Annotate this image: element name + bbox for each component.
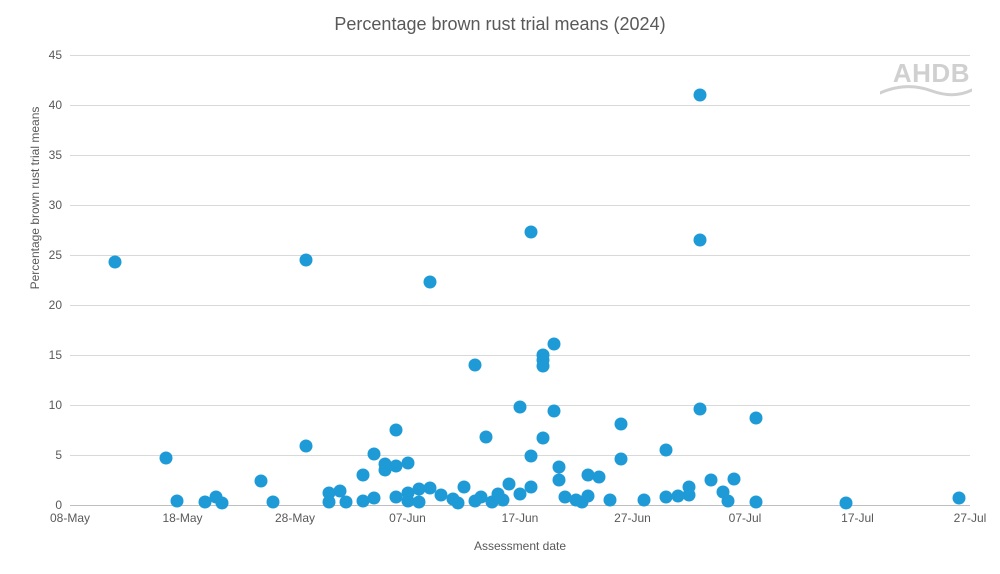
data-point (452, 497, 465, 510)
data-point (536, 360, 549, 373)
chart-container: Percentage brown rust trial means (2024)… (0, 0, 1000, 574)
data-point (615, 418, 628, 431)
data-point (159, 452, 172, 465)
gridline (70, 55, 970, 56)
data-point (615, 453, 628, 466)
y-tick-label: 5 (55, 448, 70, 462)
data-point (553, 461, 566, 474)
x-tick-label: 18-May (162, 505, 202, 525)
data-point (339, 496, 352, 509)
y-tick-label: 45 (49, 48, 70, 62)
y-tick-label: 35 (49, 148, 70, 162)
data-point (694, 403, 707, 416)
x-tick-label: 28-May (275, 505, 315, 525)
data-point (215, 497, 228, 510)
data-point (300, 254, 313, 267)
data-point (497, 494, 510, 507)
x-tick-label: 17-Jun (502, 505, 539, 525)
data-point (682, 489, 695, 502)
gridline (70, 105, 970, 106)
data-point (457, 481, 470, 494)
data-point (705, 474, 718, 487)
data-point (480, 431, 493, 444)
data-point (536, 432, 549, 445)
watermark-swoosh-icon (880, 84, 972, 98)
data-point (637, 494, 650, 507)
gridline (70, 255, 970, 256)
data-point (356, 469, 369, 482)
x-tick-label: 08-May (50, 505, 90, 525)
data-point (604, 494, 617, 507)
data-point (750, 412, 763, 425)
data-point (694, 234, 707, 247)
data-point (412, 496, 425, 509)
data-point (170, 495, 183, 508)
y-tick-label: 15 (49, 348, 70, 362)
data-point (424, 276, 437, 289)
data-point (525, 226, 538, 239)
y-tick-label: 40 (49, 98, 70, 112)
data-point (367, 448, 380, 461)
y-tick-label: 20 (49, 298, 70, 312)
data-point (581, 490, 594, 503)
data-point (300, 440, 313, 453)
data-point (660, 444, 673, 457)
data-point (469, 359, 482, 372)
data-point (952, 492, 965, 505)
data-point (525, 450, 538, 463)
data-point (525, 481, 538, 494)
gridline (70, 205, 970, 206)
data-point (694, 89, 707, 102)
data-point (750, 496, 763, 509)
gridline (70, 455, 970, 456)
data-point (367, 492, 380, 505)
data-point (514, 401, 527, 414)
plot-area: 05101520253035404508-May18-May28-May07-J… (70, 55, 970, 505)
y-tick-label: 25 (49, 248, 70, 262)
data-point (266, 496, 279, 509)
data-point (592, 471, 605, 484)
y-tick-label: 10 (49, 398, 70, 412)
data-point (553, 474, 566, 487)
watermark-logo: AHDB (893, 60, 970, 86)
chart-title: Percentage brown rust trial means (2024) (0, 0, 1000, 35)
data-point (255, 475, 268, 488)
data-point (722, 495, 735, 508)
x-axis-label: Assessment date (70, 539, 970, 553)
y-tick-label: 30 (49, 198, 70, 212)
data-point (502, 478, 515, 491)
data-point (109, 256, 122, 269)
data-point (727, 473, 740, 486)
gridline (70, 305, 970, 306)
data-point (840, 497, 853, 510)
data-point (390, 424, 403, 437)
data-point (401, 457, 414, 470)
gridline (70, 155, 970, 156)
y-axis-label: Percentage brown rust trial means (28, 48, 42, 348)
x-tick-label: 27-Jun (614, 505, 651, 525)
x-tick-label: 27-Jul (954, 505, 987, 525)
data-point (547, 405, 560, 418)
gridline (70, 355, 970, 356)
data-point (547, 338, 560, 351)
data-point (322, 496, 335, 509)
